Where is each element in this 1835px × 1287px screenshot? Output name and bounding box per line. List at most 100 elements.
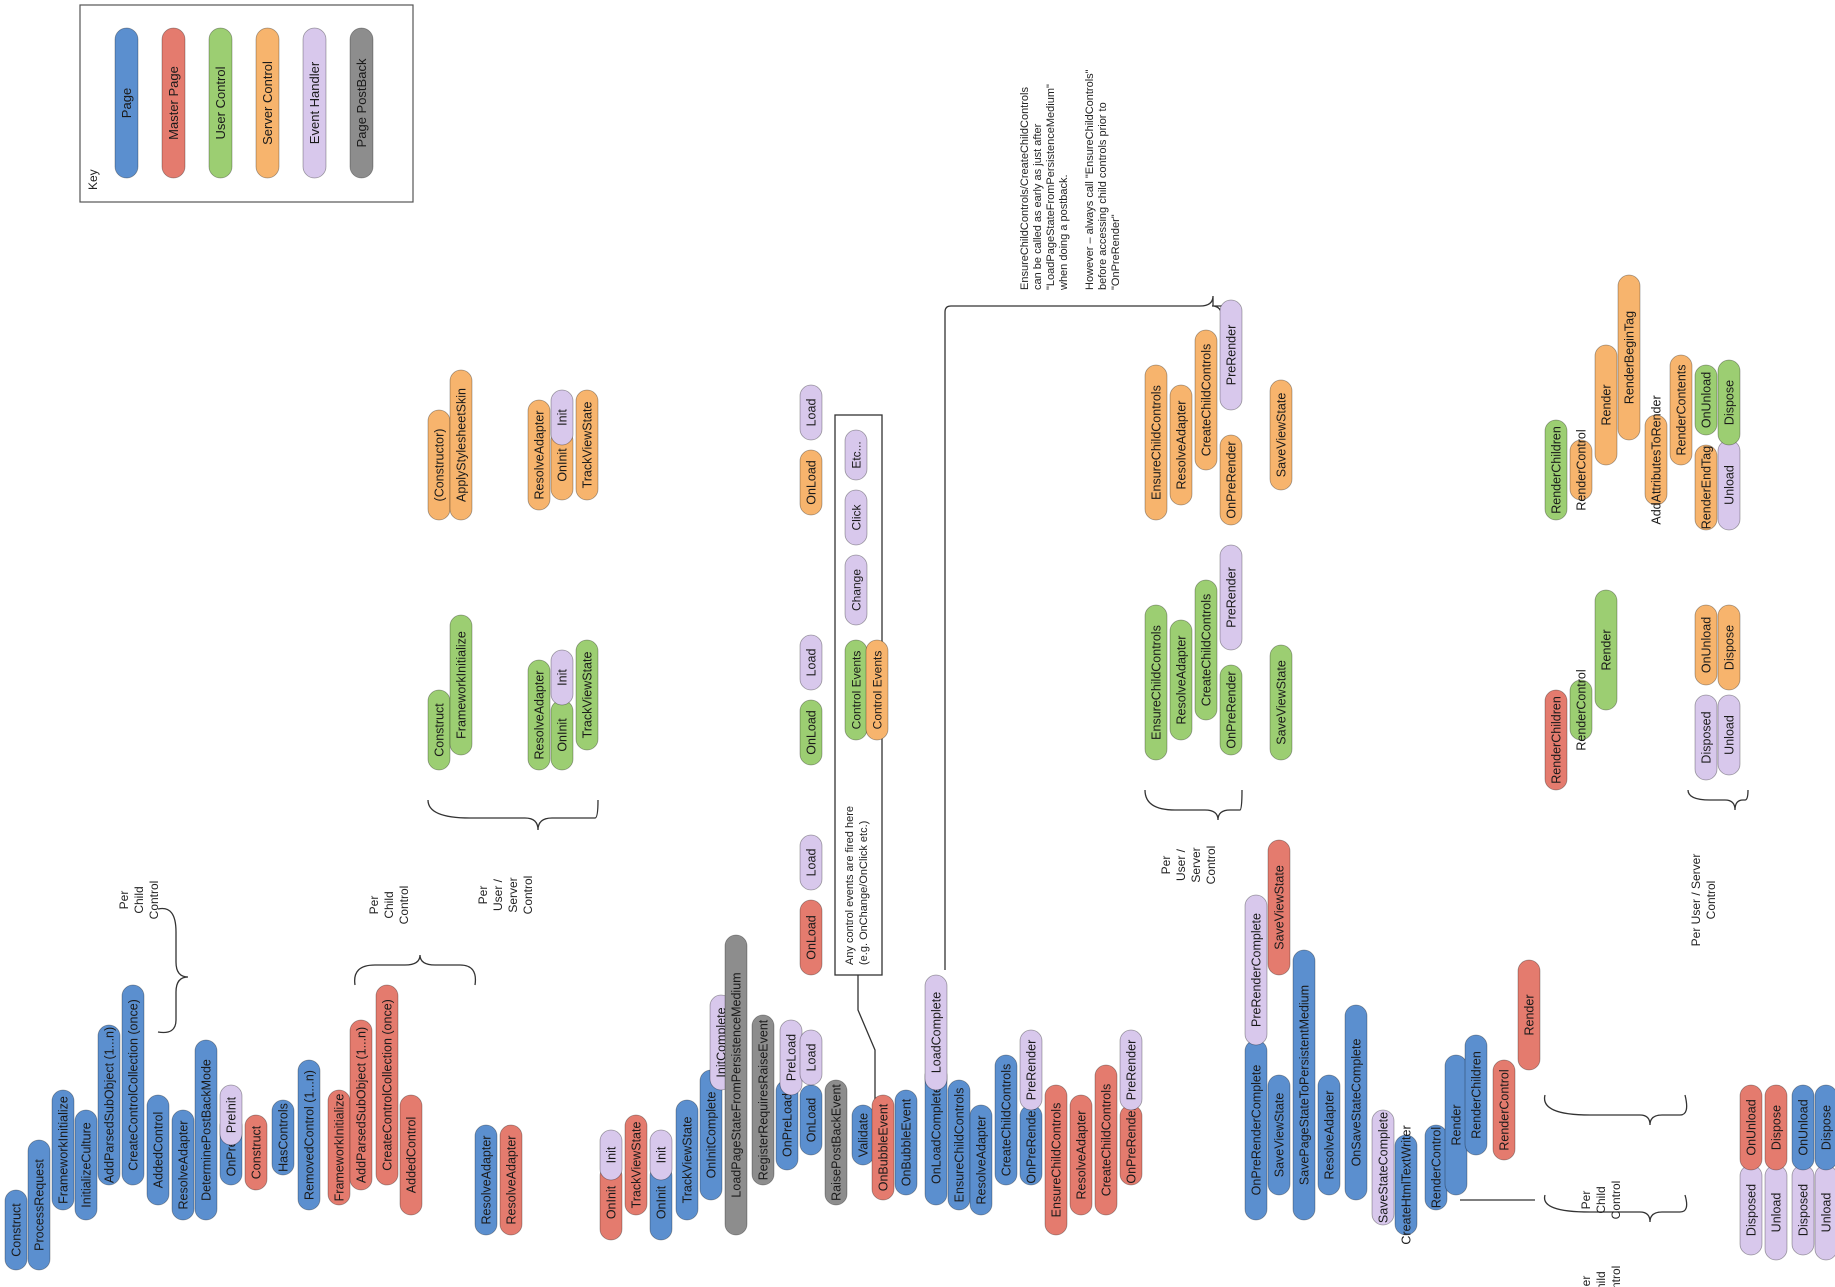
svg-text:CreateChildControls: CreateChildControls — [1200, 344, 1214, 457]
step-prerendercomplete-81: PreRenderComplete — [1244, 894, 1268, 1046]
svg-text:ResolveAdapter: ResolveAdapter — [177, 1121, 191, 1210]
step-render-99: Render — [1594, 344, 1618, 466]
step-preload-43: PreLoad — [779, 1019, 803, 1096]
bracket-per-child-1 — [157, 907, 189, 1034]
annotation-bracket — [944, 295, 1225, 970]
step-load-45: Load — [799, 1029, 823, 1086]
svg-text:OnInitComplete: OnInitComplete — [705, 1092, 719, 1179]
step-load-53: Load — [799, 384, 823, 441]
postback-annotation: EnsureChildControls/CreateChildControls c… — [1019, 69, 1122, 291]
lbl-child-2-line: Child — [382, 891, 396, 918]
svg-text:CreateControlCollection (once): CreateControlCollection (once) — [127, 999, 141, 1171]
svg-text:FrameworkInitialize: FrameworkInitialize — [455, 631, 469, 739]
svg-text:RenderBeginTag: RenderBeginTag — [1623, 311, 1637, 404]
step-hascontrols-12: HasControls — [271, 1099, 295, 1176]
lbl-child-4-line: Per — [1579, 1276, 1593, 1287]
step-construct-11: Construct — [244, 1114, 268, 1191]
step-onprerendercomplete-80: OnPreRenderComplete — [1244, 1039, 1268, 1221]
step-loadpagestatefrompersistencemedium-40: LoadPageStateFromPersistenceMedium — [724, 934, 748, 1236]
step-resolveadapter-85: ResolveAdapter — [1317, 1074, 1341, 1196]
step-load-49: Load — [799, 834, 823, 891]
annotation-line: "LoadPageStateFromPersistenceMedium" — [1045, 84, 1057, 290]
svg-text:Page PostBack: Page PostBack — [354, 58, 369, 147]
step-rendercontents-102: RenderContents — [1669, 354, 1693, 466]
svg-text:Etc...: Etc... — [850, 441, 864, 468]
svg-text:TrackViewState: TrackViewState — [581, 652, 595, 739]
svg-text:SaveViewState: SaveViewState — [1273, 1093, 1287, 1178]
key-page: Page — [114, 27, 139, 179]
svg-text:Render: Render — [1600, 385, 1614, 426]
annotation-line: when doing a postback. — [1058, 174, 1070, 291]
step-dispose-106: Dispose — [1717, 359, 1741, 446]
svg-text:CreateChildControls: CreateChildControls — [1100, 1084, 1114, 1197]
svg-text:RenderControl: RenderControl — [1498, 1069, 1512, 1150]
step-saveviewstate-73: SaveViewState — [1269, 644, 1293, 761]
step-init-33: Init — [599, 1129, 623, 1181]
step-onunload-104: OnUnload — [1694, 364, 1718, 436]
step-loadcomplete-57: LoadComplete — [924, 974, 948, 1091]
svg-text:Disposed: Disposed — [1745, 1184, 1759, 1236]
step-resolveadapter-7: ResolveAdapter — [171, 1109, 195, 1221]
svg-text:OnBubbleEvent: OnBubbleEvent — [877, 1103, 891, 1191]
step-addedcontrol-6: AddedControl — [146, 1094, 170, 1206]
step-rendercontrol-98: RenderControl — [1569, 429, 1593, 511]
svg-text:ResolveAdapter: ResolveAdapter — [1323, 1091, 1337, 1180]
step-unload-105: Unload — [1717, 439, 1741, 531]
step-unload-113: Unload — [1764, 1164, 1788, 1261]
step-processrequest-1: ProcessRequest — [27, 1139, 51, 1271]
svg-text:OnLoadComplete: OnLoadComplete — [930, 1086, 944, 1184]
svg-text:Load: Load — [805, 649, 819, 677]
svg-text:ResolveAdapter: ResolveAdapter — [1075, 1111, 1089, 1200]
svg-text:OnUnload: OnUnload — [1797, 1099, 1811, 1155]
svg-text:OnLoad: OnLoad — [805, 915, 819, 960]
step-createchildcontrols-76: CreateChildControls — [1194, 329, 1218, 471]
step-construct-0: Construct — [4, 1189, 28, 1271]
step-renderchildren-94: RenderChildren — [1544, 689, 1568, 791]
step-onload-52: OnLoad — [799, 449, 823, 516]
step-frameworkinitialize-21: FrameworkInitialize — [449, 614, 473, 756]
svg-text:Dispose: Dispose — [1770, 1105, 1784, 1150]
events-to-bubble-line — [857, 975, 876, 1110]
step-trackviewstate-34: TrackViewState — [624, 1114, 648, 1216]
svg-text:PreRender: PreRender — [1225, 567, 1239, 627]
svg-text:OnPreLoad: OnPreLoad — [781, 1093, 795, 1157]
step-ensurechildcontrols-63: EnsureChildControls — [1044, 1084, 1068, 1236]
step-rendercontrol-92: RenderControl — [1492, 1059, 1516, 1161]
step-onunload-108: OnUnload — [1694, 604, 1718, 686]
step-oninit-23: OnInit — [550, 699, 574, 771]
annotation-line: However – always call "EnsureChildContro… — [1084, 69, 1096, 290]
step-resolveadapter-69: ResolveAdapter — [1169, 619, 1193, 741]
step-dispose-118: Dispose — [1814, 1084, 1835, 1171]
svg-text:(Constructor): (Constructor) — [433, 429, 447, 502]
svg-text:CreateHtmlTextWriter: CreateHtmlTextWriter — [1400, 1125, 1414, 1244]
svg-text:FrameworkInitialize: FrameworkInitialize — [333, 1094, 347, 1202]
svg-text:Page: Page — [119, 88, 134, 118]
step-onprerender-77: OnPreRender — [1219, 434, 1243, 526]
step-render-96: Render — [1594, 589, 1618, 711]
step-registerrequiresraiseevent-41: RegisterRequiresRaiseEvent — [751, 1014, 775, 1186]
svg-text:OnUnload: OnUnload — [1700, 372, 1714, 428]
svg-text:AddedControl: AddedControl — [152, 1112, 166, 1188]
step-ensurechildcontrols-68: EnsureChildControls — [1144, 604, 1168, 761]
lbl-child-3-line: Child — [1594, 1186, 1608, 1213]
lbl-child-3-line: Control — [1609, 1181, 1623, 1220]
step-onload-50: OnLoad — [799, 699, 823, 766]
svg-text:RenderContents: RenderContents — [1675, 364, 1689, 455]
svg-text:PreLoad: PreLoad — [785, 1034, 799, 1081]
step-frameworkinitialize-14: FrameworkInitialize — [327, 1089, 351, 1206]
key-page-postback: Page PostBack — [349, 27, 374, 179]
step-determinepostbackmode-8: DeterminePostBackMode — [194, 1039, 218, 1221]
svg-text:RenderEndTag: RenderEndTag — [1700, 446, 1714, 529]
step-disposed-115: Disposed — [1791, 1164, 1815, 1256]
step-dispose-114: Dispose — [1764, 1084, 1788, 1171]
events-box-click-3: Click — [844, 489, 868, 546]
svg-text:Change: Change — [850, 569, 864, 611]
svg-text:EnsureChildControls: EnsureChildControls — [1150, 385, 1164, 500]
svg-text:PreRender: PreRender — [1025, 1040, 1039, 1100]
events-box-change-2: Change — [844, 554, 868, 626]
svg-text:EnsureChildControls: EnsureChildControls — [1050, 1103, 1064, 1218]
svg-text:RegisterRequiresRaiseEvent: RegisterRequiresRaiseEvent — [757, 1019, 771, 1180]
step-resolveadapter-22: ResolveAdapter — [527, 659, 551, 771]
svg-text:RaisePostBackEvent: RaisePostBackEvent — [830, 1084, 844, 1201]
